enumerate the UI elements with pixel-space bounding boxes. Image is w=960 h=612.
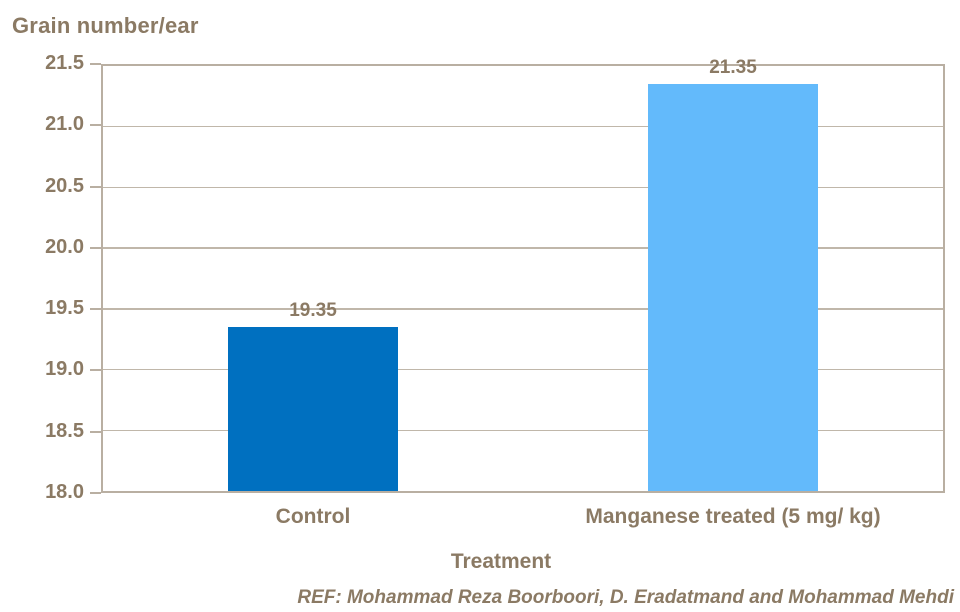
y-tick-label: 19.5 (45, 297, 84, 320)
y-tick-label: 20.0 (45, 235, 84, 258)
y-tick-label: 21.5 (45, 52, 84, 74)
y-tick-label: 18.5 (45, 419, 84, 442)
y-tick-label: 21.0 (45, 113, 84, 136)
gridline (103, 368, 943, 371)
gridline (103, 186, 943, 189)
y-tick (90, 308, 101, 311)
plot-area: 19.35 21.35 (101, 57, 945, 493)
y-tick (90, 185, 101, 188)
y-tick (90, 246, 101, 249)
data-label: 19.35 (289, 300, 337, 322)
bar-control (228, 327, 398, 491)
y-tick-label: 19.0 (45, 358, 84, 381)
gridline (103, 429, 943, 432)
gridline (103, 308, 943, 310)
x-category-label: Control (275, 505, 351, 528)
reference-footer: REF: Mohammad Reza Boorboori, D. Eradatm… (297, 587, 954, 608)
y-tick-label: 18.0 (45, 481, 84, 503)
y-tick (90, 492, 101, 494)
y-tick (90, 369, 101, 372)
x-category-label: Manganese treated (5 mg/ kg) (585, 505, 881, 528)
y-tick (90, 430, 101, 433)
data-label: 21.35 (709, 57, 757, 79)
y-tick-label: 20.5 (45, 174, 84, 197)
x-axis-title: Treatment (450, 550, 552, 573)
y-tick (90, 124, 101, 127)
chart-title: Grain number/ear (12, 13, 199, 38)
bar-manganese (648, 84, 818, 491)
gridline (103, 247, 943, 249)
gridline (103, 125, 943, 128)
y-tick (90, 63, 101, 65)
